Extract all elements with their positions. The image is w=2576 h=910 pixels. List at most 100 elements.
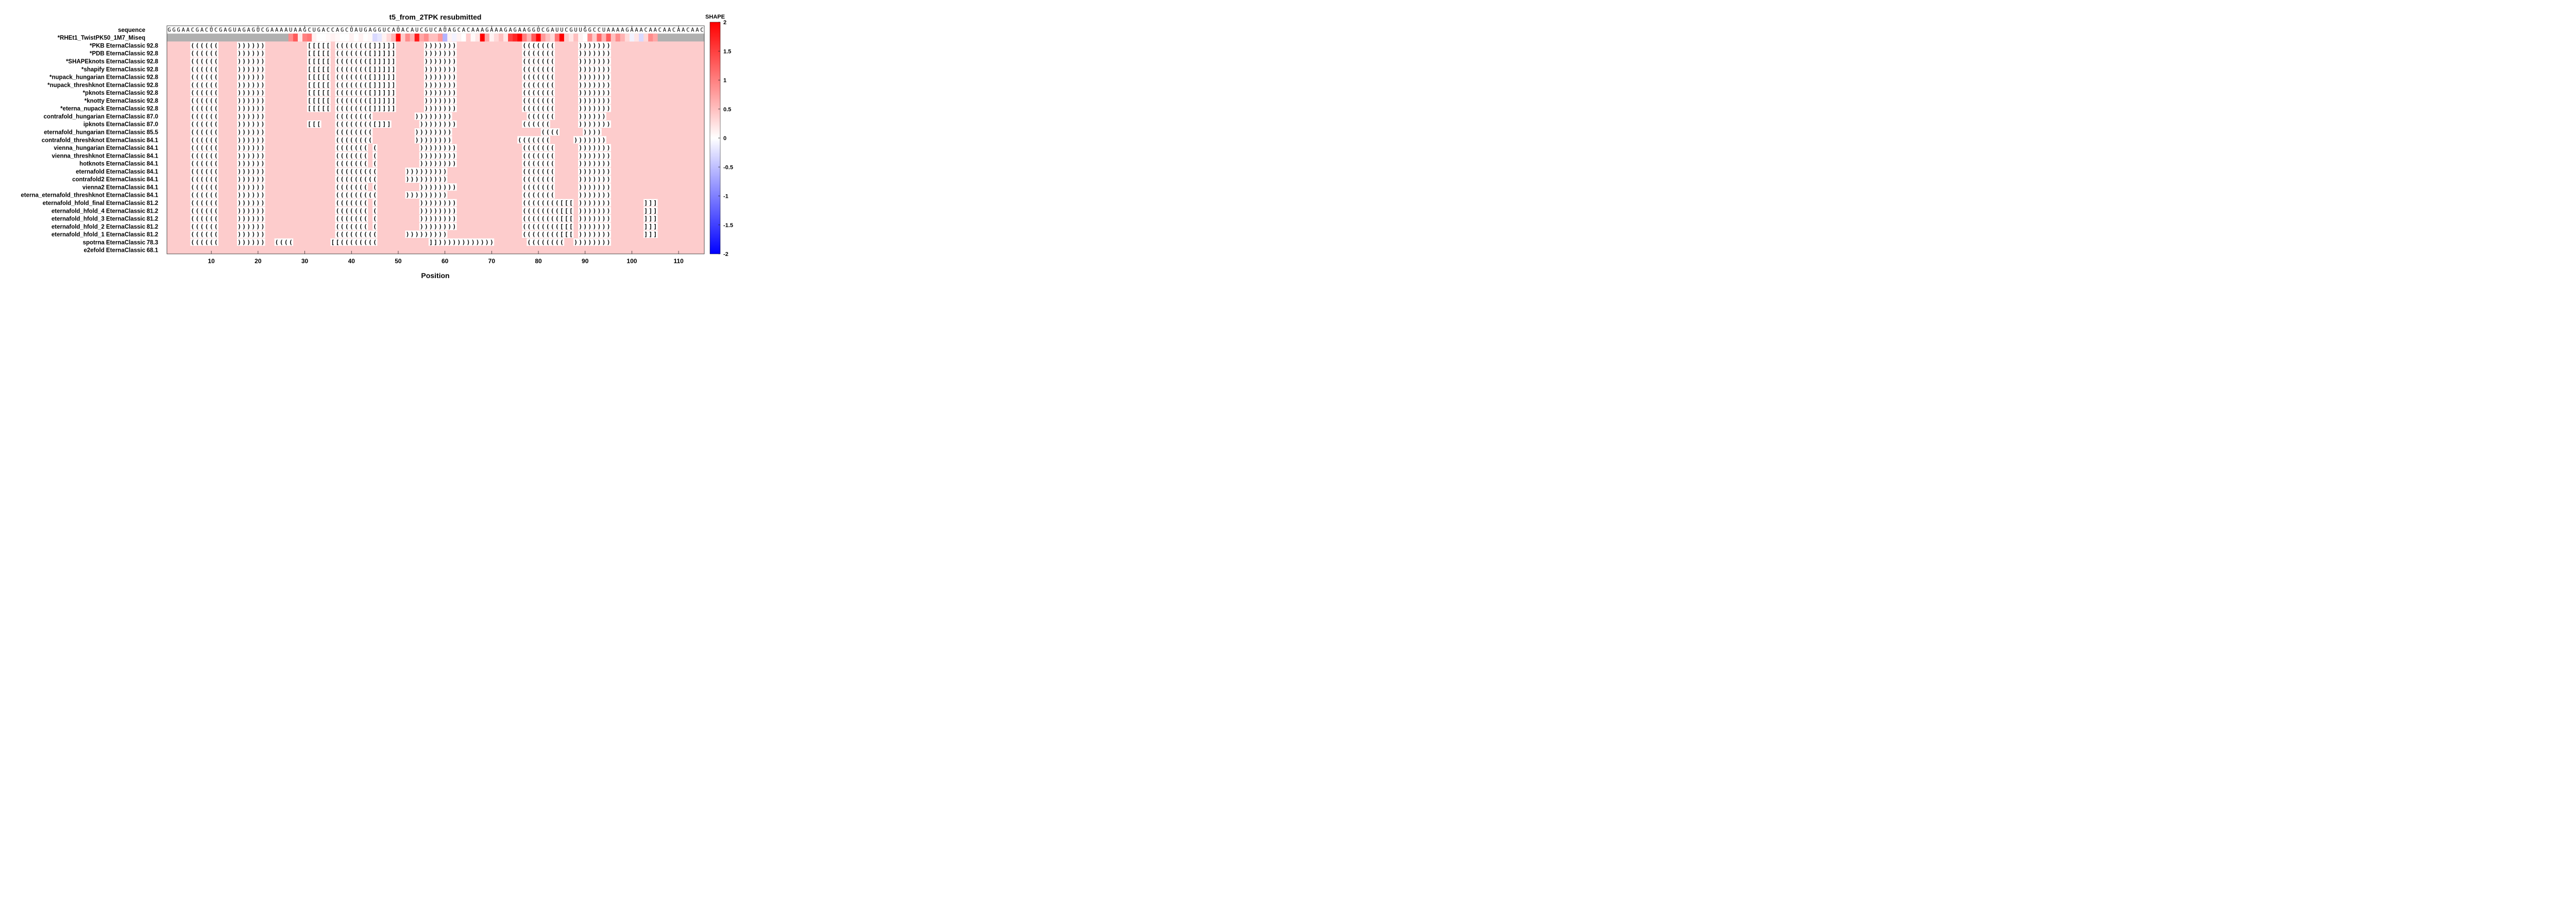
structure-cell <box>251 96 256 105</box>
structure-cell <box>209 144 214 151</box>
structure-cell <box>545 49 551 57</box>
structure-char: ] <box>644 215 648 222</box>
row-label: *SHAPEknots EternaClassic <box>66 59 146 65</box>
sequence-nucleotide: G <box>546 27 549 33</box>
structure-char: ) <box>434 215 437 222</box>
structure-char: ) <box>256 89 260 96</box>
structure-char: [ <box>308 81 311 89</box>
structure-cell <box>452 57 457 65</box>
structure-char: ( <box>195 97 199 104</box>
structure-char: ) <box>420 121 423 128</box>
structure-cell <box>592 230 597 238</box>
structure-char: ) <box>256 50 260 57</box>
structure-cell <box>597 151 602 160</box>
structure-cell <box>358 65 364 73</box>
row-score: 81.2 <box>147 232 158 238</box>
structure-cell <box>433 65 438 73</box>
structure-char: ) <box>429 129 433 136</box>
structure-char: ( <box>373 199 377 207</box>
structure-char: ) <box>438 74 442 81</box>
structure-char: ( <box>364 223 367 230</box>
structure-char: ( <box>191 81 194 89</box>
structure-char: ( <box>522 231 526 238</box>
structure-char: ( <box>214 152 218 159</box>
structure-cell <box>443 160 448 167</box>
structure-char: ) <box>434 105 437 112</box>
structure-char: ) <box>443 231 447 238</box>
structure-char: ( <box>551 199 554 207</box>
structure-char: ] <box>392 74 395 81</box>
structure-cell <box>372 175 378 183</box>
structure-char: ( <box>210 207 213 214</box>
structure-cell <box>545 96 551 105</box>
structure-cell <box>382 73 387 81</box>
structure-char: ] <box>653 223 657 230</box>
structure-char: ( <box>200 192 204 199</box>
structure-cell <box>260 151 265 160</box>
structure-cell <box>601 89 606 96</box>
structure-cell <box>372 89 378 96</box>
structure-char: ( <box>522 152 526 159</box>
structure-cell <box>246 144 251 151</box>
structure-char: ) <box>583 144 587 151</box>
structure-char: ) <box>256 152 260 159</box>
structure-char: ( <box>341 176 344 183</box>
structure-char: ] <box>644 231 648 238</box>
structure-char: ) <box>242 50 246 57</box>
structure-char: ) <box>251 183 255 191</box>
structure-char: ( <box>364 42 367 49</box>
structure-char: [ <box>326 50 330 57</box>
structure-cell <box>550 89 555 96</box>
structure-cell <box>587 144 592 151</box>
structure-char: ) <box>261 168 264 175</box>
structure-cell <box>419 120 425 128</box>
structure-char: ) <box>607 74 611 81</box>
structure-cell <box>531 105 536 112</box>
reactivity-cell <box>433 33 438 42</box>
structure-cell <box>583 144 588 151</box>
structure-char: ( <box>214 42 218 49</box>
sequence-nucleotide: C <box>261 27 264 33</box>
structure-cell <box>349 57 354 65</box>
structure-char: ) <box>247 58 250 65</box>
structure-cell <box>353 183 359 191</box>
structure-cell <box>423 96 429 105</box>
structure-cell <box>438 238 443 246</box>
structure-cell <box>578 144 583 151</box>
structure-char: [ <box>321 81 325 89</box>
structure-cell <box>190 57 195 65</box>
structure-cell <box>358 49 364 57</box>
structure-cell <box>653 207 658 215</box>
structure-char: ( <box>537 152 540 159</box>
structure-cell <box>372 191 378 199</box>
structure-cell <box>312 65 317 73</box>
structure-char: ( <box>350 129 353 136</box>
structure-cell <box>344 65 350 73</box>
structure-cell <box>363 215 368 222</box>
structure-cell <box>587 112 592 120</box>
sequence-nucleotide: A <box>677 27 681 33</box>
structure-char: [ <box>560 207 564 214</box>
reactivity-cell <box>508 33 513 42</box>
structure-cell <box>438 183 443 191</box>
structure-char: ( <box>336 168 340 175</box>
structure-cell <box>536 65 541 73</box>
structure-char: [ <box>368 74 372 81</box>
structure-cell <box>540 199 546 207</box>
structure-cell <box>550 238 555 246</box>
structure-cell <box>480 238 485 246</box>
structure-cell <box>307 96 312 105</box>
x-tick-label: 50 <box>395 257 402 265</box>
structure-char: ) <box>434 168 437 175</box>
structure-char: ( <box>210 65 213 73</box>
structure-char: ( <box>195 89 199 96</box>
structure-char: ) <box>592 65 596 73</box>
structure-char: ) <box>602 207 606 214</box>
structure-cell <box>578 175 583 183</box>
reactivity-cell <box>386 33 392 42</box>
structure-char: ( <box>354 176 358 183</box>
structure-cell <box>372 207 378 215</box>
sequence-nucleotide: G <box>378 27 381 33</box>
structure-char: ( <box>359 199 363 207</box>
structure-char: ( <box>532 152 535 159</box>
